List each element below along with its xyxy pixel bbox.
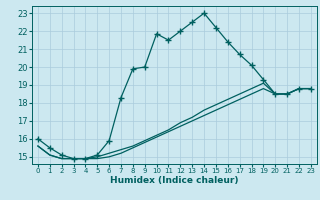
X-axis label: Humidex (Indice chaleur): Humidex (Indice chaleur) (110, 176, 239, 185)
